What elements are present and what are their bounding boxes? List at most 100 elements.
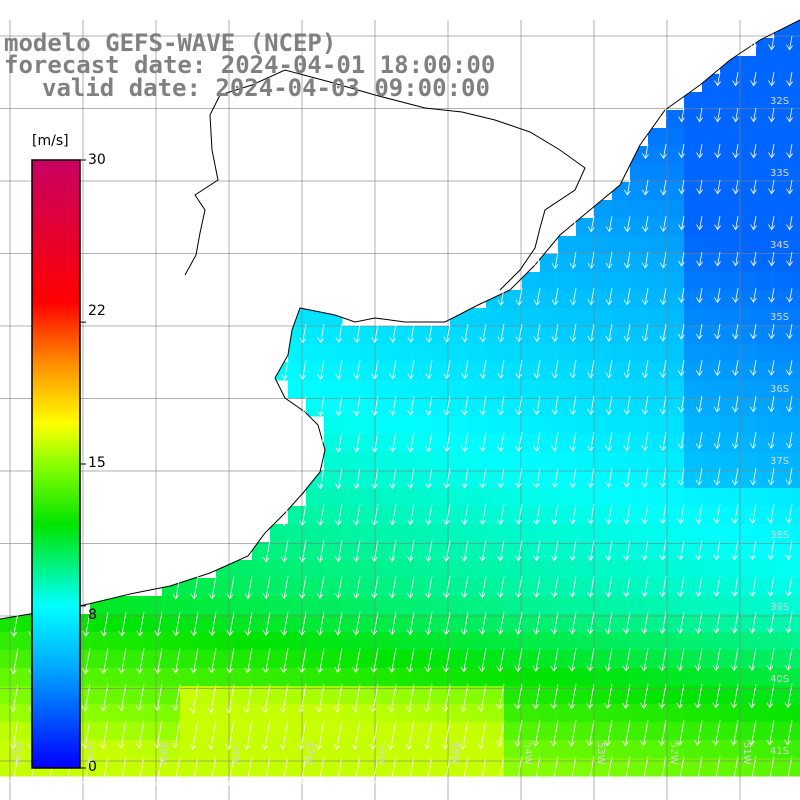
wind-arrow <box>408 755 415 786</box>
wind-cell <box>522 758 541 777</box>
wind-arrow-head <box>678 260 685 267</box>
wind-cell <box>630 758 649 777</box>
wind-cell <box>594 614 613 633</box>
wind-arrow <box>770 467 775 485</box>
wind-cell <box>792 668 800 687</box>
wind-arrow <box>265 575 271 599</box>
wind-cell <box>756 362 775 381</box>
wind-arrow-head <box>515 336 523 343</box>
wind-cell <box>450 722 469 741</box>
wind-cell <box>504 632 523 651</box>
wind-cell <box>270 740 289 759</box>
wind-cell <box>198 668 217 687</box>
wind-cell <box>756 92 775 111</box>
wind-arrow-head <box>424 592 432 599</box>
wind-arrow-head <box>497 372 505 379</box>
wind-cell <box>612 668 631 687</box>
wind-arrow <box>717 287 721 303</box>
wind-cell <box>630 596 649 615</box>
wind-arrow <box>338 431 343 453</box>
wind-cell <box>396 488 415 507</box>
wind-cell <box>252 740 271 759</box>
wind-arrow <box>102 719 109 749</box>
wind-cell <box>432 434 451 453</box>
wind-arrow-head <box>389 446 396 453</box>
wind-arrow <box>751 647 757 671</box>
wind-arrow-head <box>714 116 721 123</box>
wind-cell <box>594 308 613 327</box>
wind-arrow-head <box>279 779 287 786</box>
wind-arrow-head <box>315 743 323 750</box>
wind-cell <box>720 668 739 687</box>
wind-cell <box>252 704 271 723</box>
wind-cell <box>468 344 487 363</box>
wind-cell <box>414 362 433 381</box>
wind-arrow <box>139 647 145 674</box>
wind-arrow-head <box>316 483 324 490</box>
wind-arrow <box>734 467 739 485</box>
wind-cell <box>450 452 469 471</box>
wind-cell <box>630 668 649 687</box>
wind-arrow <box>626 431 631 451</box>
wind-cell <box>684 308 703 327</box>
colorbar-tick-30: 30 <box>88 152 106 168</box>
wind-arrow <box>662 467 667 488</box>
wind-arrow <box>788 575 793 596</box>
wind-cell <box>378 632 397 651</box>
wind-arrow <box>247 575 253 599</box>
wind-cell <box>342 416 361 435</box>
wind-cell <box>342 380 361 399</box>
wind-cell <box>324 650 343 669</box>
wind-arrow <box>518 395 523 415</box>
wind-arrow-head <box>63 779 71 786</box>
wind-cell <box>432 596 451 615</box>
wind-arrow <box>536 431 541 452</box>
wind-arrow-head <box>550 628 558 635</box>
wind-arrow <box>572 431 577 451</box>
wind-cell <box>576 398 595 417</box>
wind-arrow <box>428 323 433 343</box>
wind-cell <box>450 578 469 597</box>
wind-arrow-head <box>623 481 630 488</box>
wind-arrow <box>356 395 361 416</box>
wind-arrow-head <box>442 629 450 636</box>
wind-arrow-head <box>623 518 630 525</box>
wind-arrow-head <box>532 666 540 673</box>
wind-cell <box>252 614 271 633</box>
wind-arrow <box>445 611 451 635</box>
wind-cell <box>342 470 361 489</box>
wind-arrow-head <box>81 743 89 749</box>
wind-arrow-head <box>730 627 738 634</box>
wind-cell <box>594 560 613 579</box>
wind-arrow <box>552 719 559 747</box>
wind-arrow-head <box>333 743 341 750</box>
wind-arrow-head <box>351 743 359 750</box>
wind-arrow-head <box>495 778 503 785</box>
wind-cell <box>702 200 721 219</box>
wind-arrow <box>717 107 721 122</box>
wind-arrow-head <box>569 299 577 306</box>
wind-cell <box>288 704 307 723</box>
wind-arrow-head <box>190 667 197 674</box>
wind-arrow <box>192 755 199 786</box>
wind-arrow <box>228 683 235 713</box>
wind-cell <box>738 362 757 381</box>
wind-cell <box>342 452 361 471</box>
wind-arrow-head <box>605 372 613 379</box>
wind-arrow-head <box>659 481 666 488</box>
wind-cell <box>648 416 667 435</box>
wind-cell <box>288 560 307 579</box>
wind-cell <box>108 722 127 741</box>
wind-cell <box>576 470 595 489</box>
wind-cell <box>648 380 667 399</box>
wind-arrow <box>554 251 559 269</box>
wind-arrow-head <box>569 445 576 452</box>
wind-arrow-head <box>81 779 89 786</box>
wind-cell <box>378 524 397 543</box>
wind-cell <box>324 362 343 381</box>
wind-arrow <box>410 359 415 379</box>
wind-arrow <box>444 683 451 712</box>
wind-cell <box>90 632 109 651</box>
wind-arrow-head <box>478 592 486 599</box>
wind-cell <box>558 434 577 453</box>
